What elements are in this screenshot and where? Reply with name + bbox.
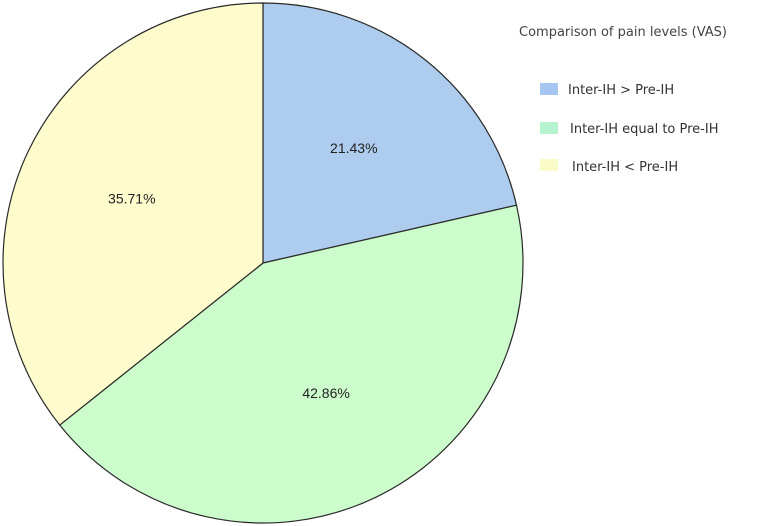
pie-slice-2: [58, 204, 524, 524]
pie-slice-label-1: 21.43%: [330, 140, 377, 156]
legend-swatch-3: [540, 159, 558, 171]
pie-slice-label-2: 42.86%: [302, 385, 349, 401]
pie-slice-label-3: 35.71%: [108, 191, 155, 207]
legend-label-1: Inter-IH > Pre-IH: [568, 83, 674, 98]
legend-title: Comparison of pain levels (VAS): [519, 25, 727, 40]
legend-swatch-2: [540, 122, 558, 134]
pie-slice-3: [2, 2, 264, 426]
legend-label-2: Inter-IH equal to Pre-IH: [570, 122, 718, 137]
pie-slices: [2, 2, 524, 524]
legend-swatch-1: [540, 83, 558, 95]
pie-slice-1: [262, 2, 518, 264]
legend-label-3: Inter-IH < Pre-IH: [572, 160, 678, 175]
pie-slice-labels: 21.43% 42.86% 35.71%: [108, 140, 377, 401]
legend: Comparison of pain levels (VAS) Inter-IH…: [519, 25, 727, 175]
